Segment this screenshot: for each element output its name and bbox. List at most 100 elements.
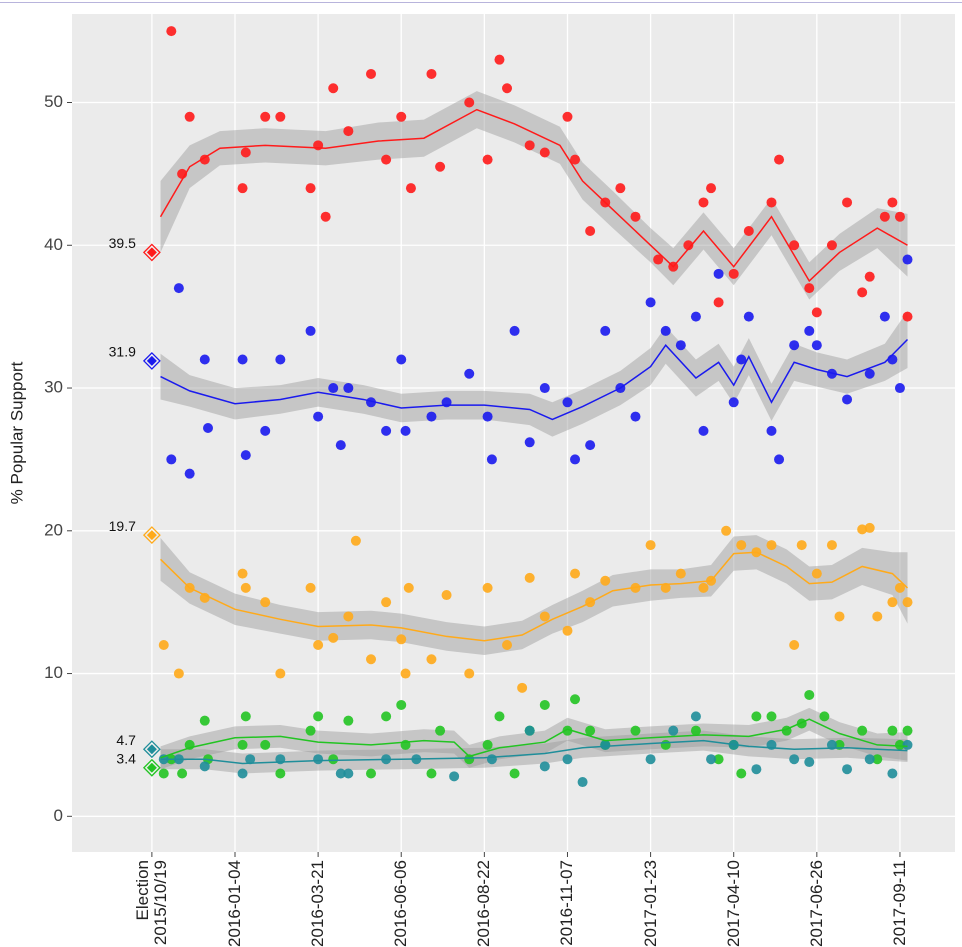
poll-point xyxy=(464,97,475,108)
election-marker-fill xyxy=(146,355,157,366)
poll-point xyxy=(343,768,354,779)
poll-point xyxy=(335,440,346,451)
poll-point xyxy=(184,468,195,479)
poll-point xyxy=(509,768,520,779)
poll-point xyxy=(260,739,271,750)
poll-point xyxy=(245,754,256,765)
poll-point xyxy=(864,271,875,282)
poll-point xyxy=(894,211,905,222)
poll-point xyxy=(728,268,739,279)
x-tick-label: 2017-04-10 xyxy=(723,860,743,947)
y-tick-label: 10 xyxy=(44,663,63,682)
poll-point xyxy=(400,425,411,436)
election-marker xyxy=(142,526,161,544)
poll-point xyxy=(811,568,822,579)
poll-point xyxy=(698,425,709,436)
poll-point xyxy=(562,397,573,408)
trend-line xyxy=(160,338,909,421)
poll-point xyxy=(464,368,475,379)
poll-point xyxy=(630,725,641,736)
poll-point xyxy=(199,154,210,165)
poll-point xyxy=(396,354,407,365)
election-marker-fill xyxy=(146,530,157,541)
poll-point xyxy=(240,711,251,722)
poll-point xyxy=(879,211,890,222)
poll-point xyxy=(864,754,875,765)
election-label: 39.5 xyxy=(109,235,136,251)
poll-point xyxy=(653,254,664,265)
poll-point xyxy=(698,197,709,208)
y-tick-label: 0 xyxy=(54,806,63,825)
poll-point xyxy=(524,725,535,736)
x-tick-label: 2016-11-07 xyxy=(557,860,577,946)
poll-point xyxy=(509,325,520,336)
poll-point xyxy=(381,154,392,165)
trend-line xyxy=(159,108,908,283)
poll-point xyxy=(275,111,286,122)
poll-point xyxy=(706,183,717,194)
poll-point xyxy=(570,454,581,465)
poll-point xyxy=(857,725,868,736)
poll-point xyxy=(766,197,777,208)
poll-point xyxy=(894,582,905,593)
poll-point xyxy=(482,411,493,422)
x-tick-label: 2016-03-21 xyxy=(308,860,328,947)
poll-point xyxy=(842,764,853,775)
poll-point xyxy=(524,437,535,448)
election-marker-fill xyxy=(146,762,157,773)
poll-point xyxy=(313,140,324,151)
poll-point xyxy=(675,568,686,579)
poll-point xyxy=(811,307,822,318)
poll-point xyxy=(343,715,354,726)
poll-point xyxy=(834,611,845,622)
poll-point xyxy=(305,725,316,736)
trend-line xyxy=(160,739,908,765)
poll-point xyxy=(320,211,331,222)
poll-point xyxy=(713,268,724,279)
poll-point xyxy=(486,454,497,465)
poll-point xyxy=(887,768,898,779)
y-tick-label: 40 xyxy=(44,235,63,254)
poll-point xyxy=(173,283,184,294)
poll-point xyxy=(350,535,361,546)
poll-point xyxy=(173,668,184,679)
poll-point xyxy=(396,634,407,645)
y-tick-label: 20 xyxy=(44,520,63,539)
poll-point xyxy=(864,368,875,379)
poll-point xyxy=(585,725,596,736)
poll-point xyxy=(381,711,392,722)
y-tick-label: 30 xyxy=(44,378,63,397)
poll-point xyxy=(894,739,905,750)
poll-point xyxy=(774,154,785,165)
poll-point xyxy=(562,754,573,765)
poll-point xyxy=(872,611,883,622)
poll-point xyxy=(426,411,437,422)
poll-point xyxy=(166,454,177,465)
poll-point xyxy=(804,757,815,768)
poll-point xyxy=(366,654,377,665)
poll-point xyxy=(199,761,210,772)
poll-point xyxy=(494,54,505,65)
confidence-band xyxy=(160,707,908,770)
poll-point xyxy=(502,639,513,650)
poll-point xyxy=(585,225,596,236)
poll-point xyxy=(166,26,177,37)
election-marker-fill xyxy=(146,247,157,258)
confidence-band xyxy=(160,730,908,774)
poll-point xyxy=(804,689,815,700)
x-tick-label: 2017-01-23 xyxy=(640,860,660,947)
poll-point xyxy=(405,183,416,194)
poll-point xyxy=(240,450,251,461)
trend-line xyxy=(160,718,908,759)
poll-point xyxy=(449,771,460,782)
poll-point xyxy=(435,161,446,172)
poll-point xyxy=(766,425,777,436)
trends xyxy=(159,108,909,765)
poll-point xyxy=(600,739,611,750)
poll-point xyxy=(502,83,513,94)
poll-point xyxy=(902,725,913,736)
poll-point xyxy=(237,183,248,194)
poll-point xyxy=(328,383,339,394)
poll-point xyxy=(600,325,611,336)
